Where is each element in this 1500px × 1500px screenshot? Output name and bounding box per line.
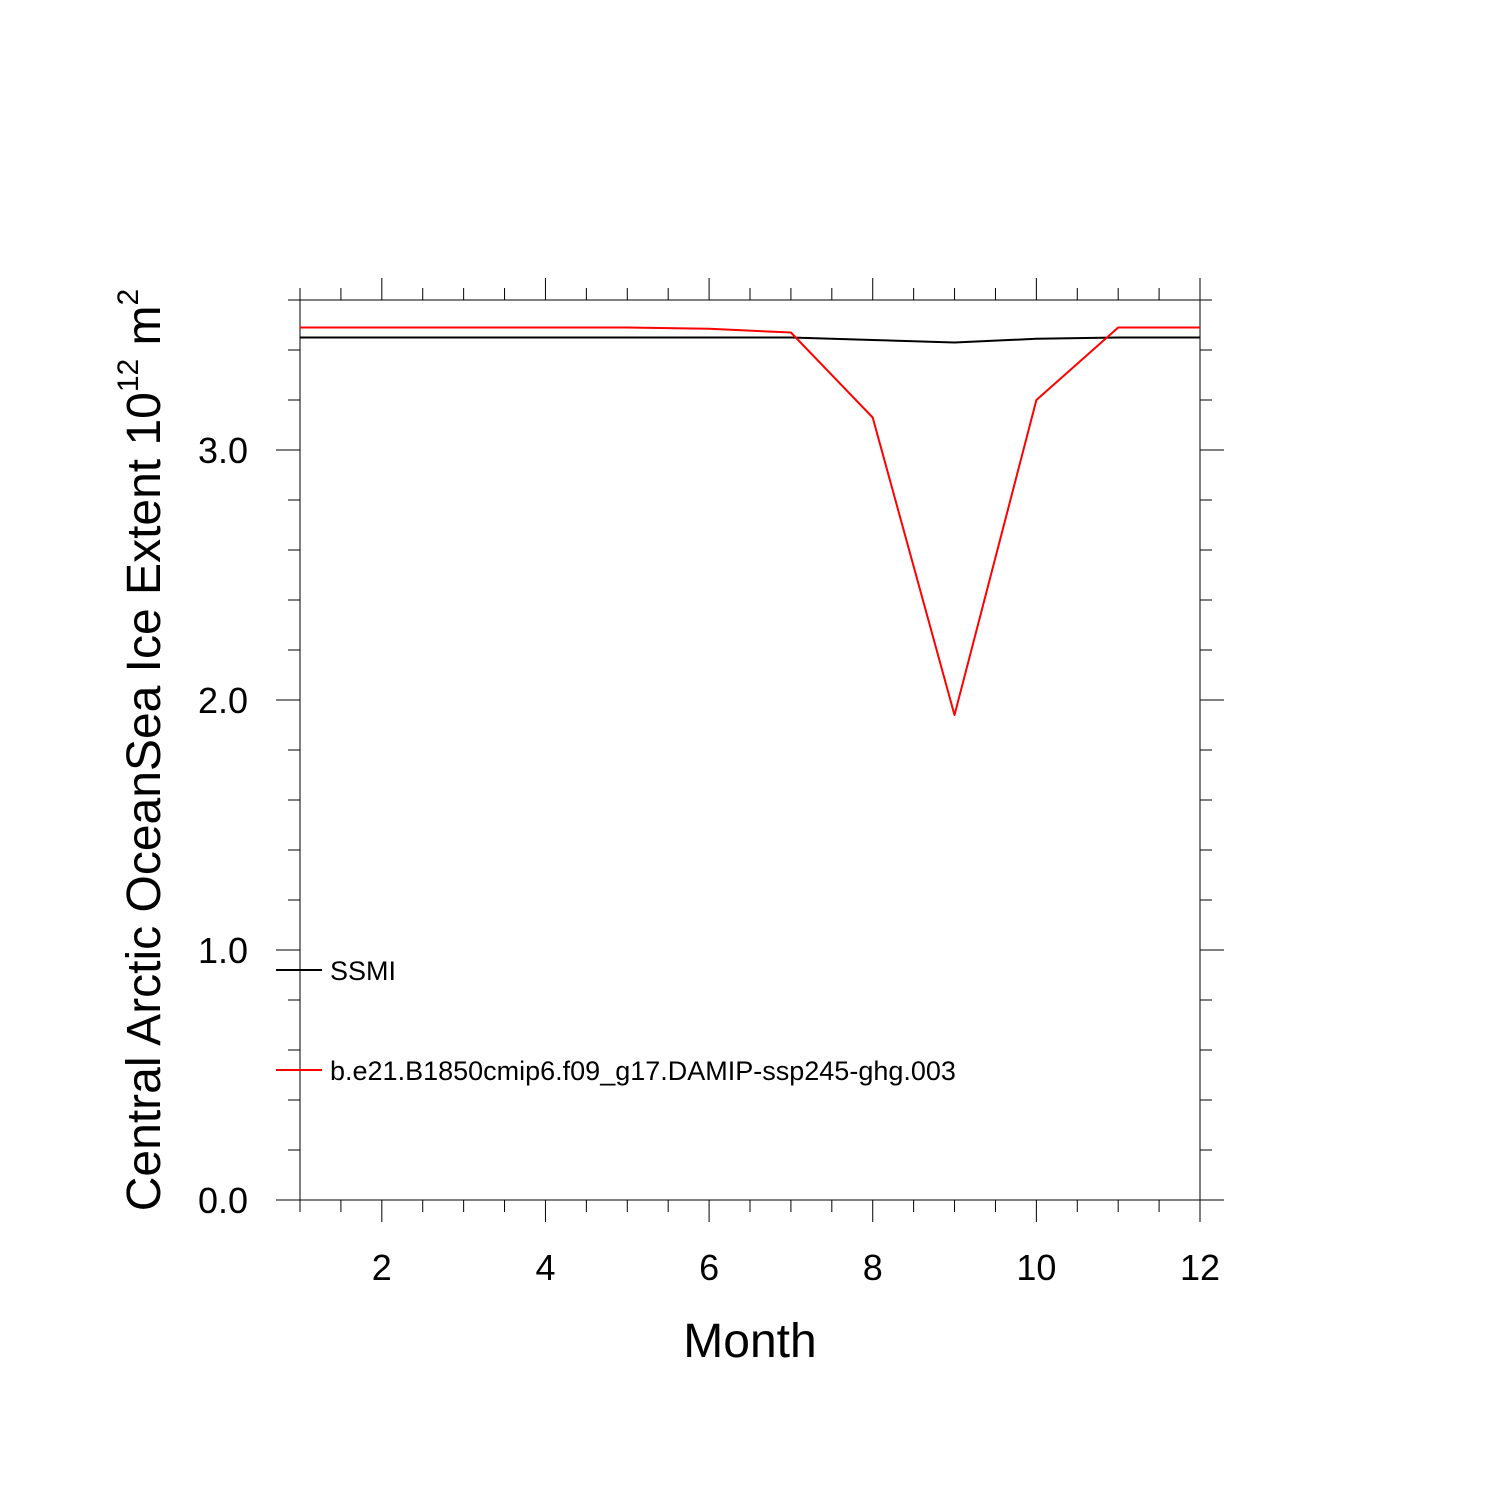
- x-tick-label: 12: [1180, 1247, 1220, 1288]
- x-tick-label: 8: [863, 1247, 883, 1288]
- series-line-model: [300, 326, 1200, 716]
- y-axis-title-main: Central Arctic OceanSea Ice Extent 10: [118, 392, 171, 1211]
- legend-label-model: b.e21.B1850cmip6.f09_g17.DAMIP-ssp245-gh…: [330, 1056, 956, 1086]
- x-axis-title: Month: [683, 1315, 816, 1368]
- x-tick-label: 6: [699, 1247, 719, 1288]
- legend-label-ssmi: SSMI: [330, 956, 396, 986]
- x-tick-label: 2: [372, 1247, 392, 1288]
- y-tick-labels: 0.0 1.0 2.0 3.0: [198, 430, 248, 1221]
- y-tick-label: 3.0: [198, 430, 248, 471]
- series-lines: [300, 326, 1200, 716]
- x-tick-labels: 2 4 6 8 10 12: [372, 1247, 1220, 1288]
- y-axis-title-unit: m: [118, 305, 171, 358]
- y-axis-title-unit-exponent: 2: [112, 289, 145, 306]
- y-axis-title-exponent: 12: [112, 359, 145, 392]
- x-tick-label: 10: [1016, 1247, 1056, 1288]
- y-tick-label: 2.0: [198, 680, 248, 721]
- minor-ticks: [288, 288, 1212, 1212]
- major-ticks: [276, 278, 1224, 1222]
- y-tick-label: 0.0: [198, 1180, 248, 1221]
- plot-frame: [299, 299, 1201, 1201]
- y-tick-label: 1.0: [198, 930, 248, 971]
- y-axis-title: Central Arctic OceanSea Ice Extent 1012 …: [112, 289, 171, 1211]
- series-line-ssmi: [300, 336, 1200, 344]
- legend: SSMI b.e21.B1850cmip6.f09_g17.DAMIP-ssp2…: [276, 956, 956, 1086]
- x-tick-label: 4: [535, 1247, 555, 1288]
